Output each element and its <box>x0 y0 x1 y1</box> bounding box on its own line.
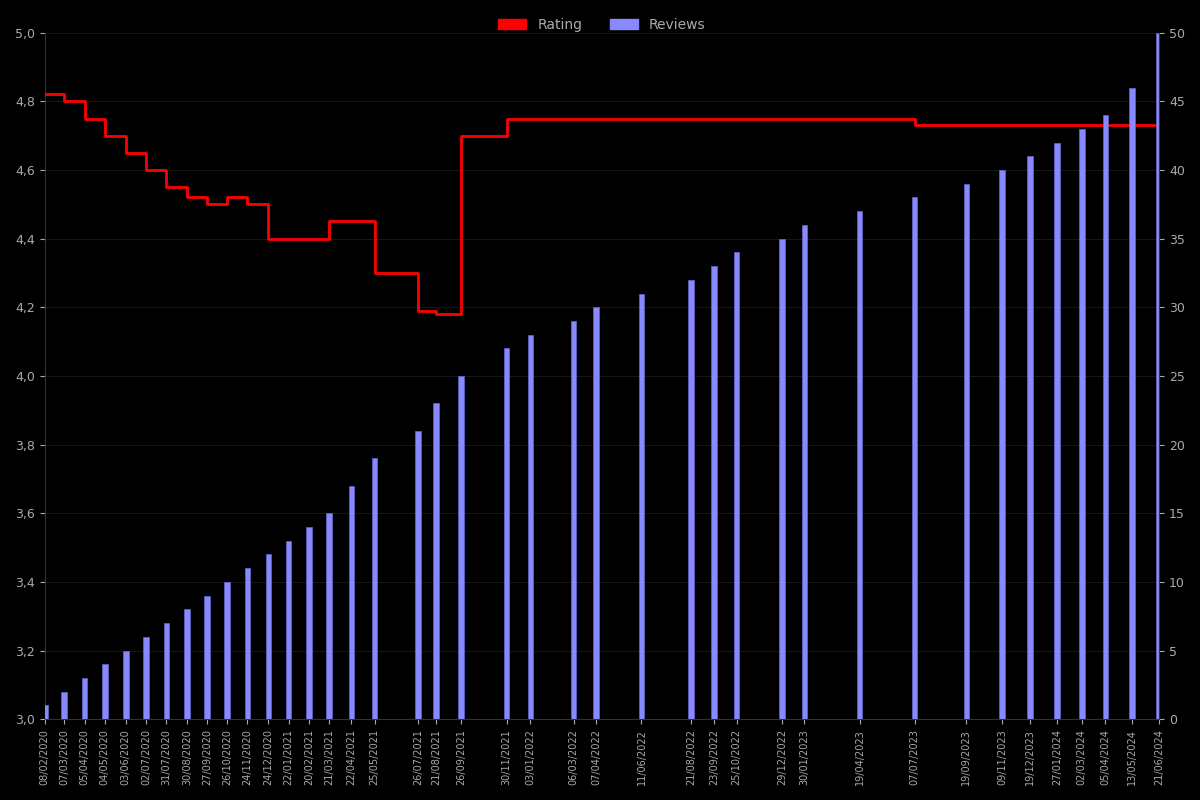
Bar <box>857 211 863 719</box>
Bar <box>528 334 533 719</box>
Bar <box>689 280 694 719</box>
Bar <box>122 650 128 719</box>
Bar <box>571 321 576 719</box>
Bar <box>326 514 332 719</box>
Bar <box>733 252 739 719</box>
Legend: Rating, Reviews: Rating, Reviews <box>493 12 712 38</box>
Bar <box>1027 156 1033 719</box>
Bar <box>1055 142 1060 719</box>
Bar <box>286 541 292 719</box>
Bar <box>224 582 230 719</box>
Bar <box>964 184 970 719</box>
Bar <box>306 527 312 719</box>
Bar <box>61 692 67 719</box>
Bar <box>143 637 149 719</box>
Bar <box>265 554 271 719</box>
Bar <box>1157 33 1162 719</box>
Bar <box>504 349 510 719</box>
Bar <box>779 238 785 719</box>
Bar <box>349 486 354 719</box>
Bar <box>458 376 464 719</box>
Bar <box>102 664 108 719</box>
Bar <box>802 225 808 719</box>
Bar <box>1079 129 1085 719</box>
Bar <box>204 595 210 719</box>
Bar <box>912 198 918 719</box>
Bar <box>82 678 88 719</box>
Bar <box>372 458 377 719</box>
Bar <box>712 266 716 719</box>
Bar <box>245 568 250 719</box>
Bar <box>415 431 421 719</box>
Bar <box>1129 88 1135 719</box>
Bar <box>638 294 644 719</box>
Bar <box>433 403 439 719</box>
Bar <box>593 307 599 719</box>
Bar <box>163 623 169 719</box>
Bar <box>185 610 190 719</box>
Bar <box>42 706 48 719</box>
Bar <box>1000 170 1004 719</box>
Bar <box>1103 115 1109 719</box>
